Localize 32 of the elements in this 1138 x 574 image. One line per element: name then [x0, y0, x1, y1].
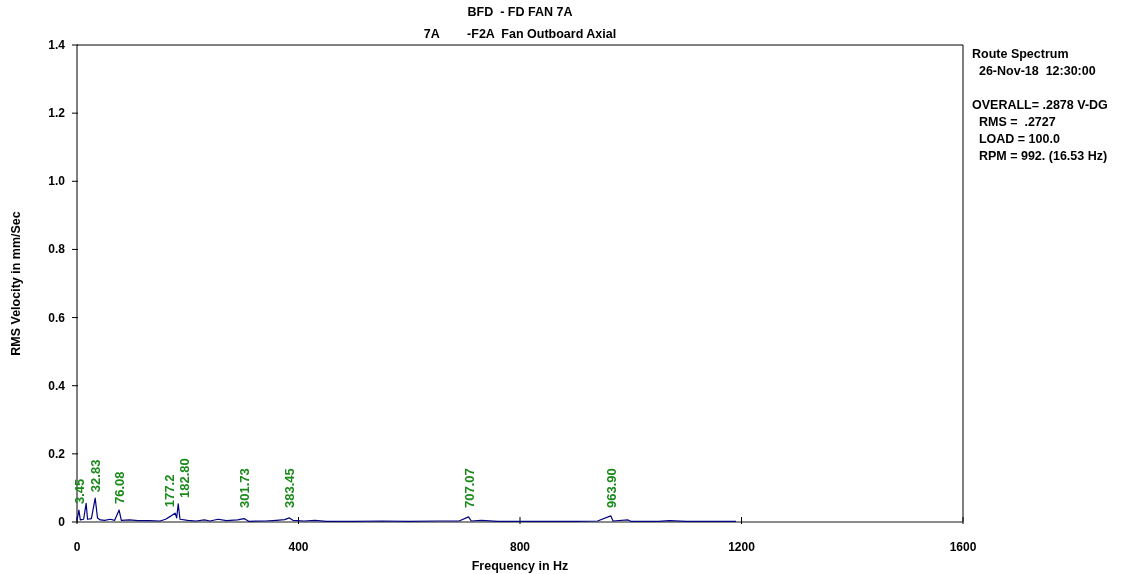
annotation: 963.90	[603, 468, 619, 508]
x-tick-label: 1200	[728, 540, 756, 554]
text: OVERALL= .2878 V-DG	[972, 98, 1108, 112]
x-tick-label: 400	[288, 540, 309, 554]
x-axis-title: Frequency in Hz	[471, 559, 569, 573]
chart-subtitle: 7A -F2A Fan Outboard Axial	[423, 27, 617, 41]
x-tick-label: 0	[73, 540, 81, 554]
y-tick-label: 0.4	[48, 378, 66, 393]
y-tick-label: 1.0	[48, 174, 66, 189]
y-tick-label: 0	[58, 515, 66, 529]
text: 26-Nov-18 12:30:00	[972, 64, 1096, 78]
annotation: 177.2	[162, 474, 178, 508]
x-tick-label: 800	[509, 540, 531, 554]
text: Route Spectrum	[972, 47, 1069, 61]
y-tick-label: 0.6	[48, 310, 66, 325]
annotation: 182.80	[177, 458, 193, 498]
x-tick-label: 1600	[949, 540, 977, 554]
y-tick-label: 0.2	[48, 446, 66, 461]
annotation: 301.73	[237, 468, 253, 508]
text: LOAD = 100.0	[972, 132, 1060, 146]
y-axis-title: RMS Velocity in mm/Sec	[9, 211, 23, 356]
y-tick-label: 1.2	[48, 106, 66, 121]
annotation: 32.83	[88, 459, 104, 493]
annotation: 3.45	[71, 478, 87, 505]
annotation: 383.45	[282, 468, 298, 508]
text: RMS = .2727	[972, 115, 1056, 129]
annotation: 76.08	[112, 471, 128, 505]
y-tick-label: 0.8	[48, 242, 66, 257]
chart-title: BFD - FD FAN 7A	[467, 5, 573, 19]
annotation: 707.07	[461, 468, 477, 508]
text: RPM = 992. (16.53 Hz)	[972, 149, 1108, 163]
y-tick-label: 1.4	[48, 38, 66, 52]
